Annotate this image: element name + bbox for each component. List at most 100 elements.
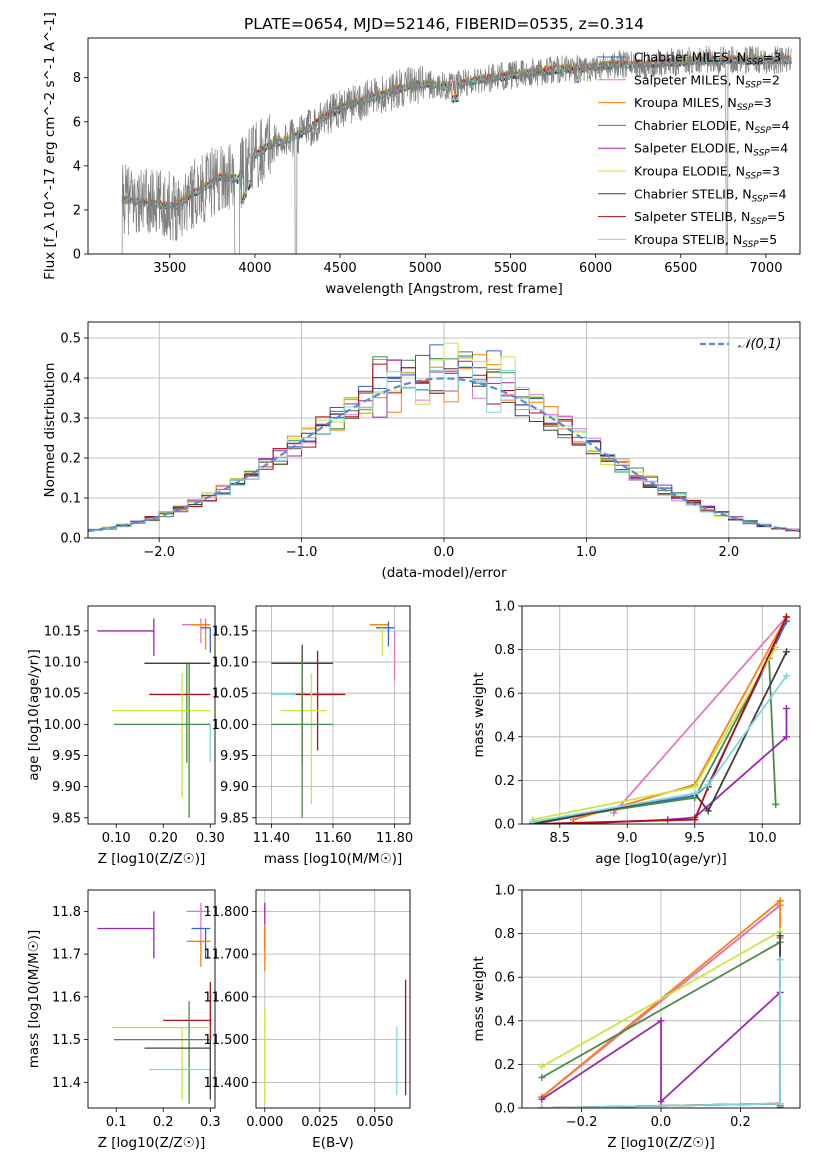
x-tick-label: 0.000 <box>246 1115 283 1130</box>
y-tick-label: 11.400 <box>204 1076 250 1091</box>
y-tick-label: 0.4 <box>494 730 515 745</box>
weight-marker <box>776 932 784 940</box>
x-tick-label: 11.40 <box>253 831 290 846</box>
panel-8: −0.2 0.0 0.2 0.0 0.2 0.4 0.6 0.8 1.0 Z [log10(Z/Z… <box>471 884 801 1151</box>
y-axis-label: mass [log10(M/M☉)] <box>26 930 42 1069</box>
legend: Chabrier MILES, NSSP=3 Salpeter MILES, NS… <box>598 50 789 250</box>
axes-frame <box>87 321 801 539</box>
x-tick-label: 8.5 <box>549 831 570 846</box>
x-axis-label: wavelength [Angstrom, rest frame] <box>325 281 563 297</box>
panel-6: 0.1 0.2 0.3 11.4 11.5 11.6 11.7 11.8 Z [log10(Z/… <box>26 889 221 1151</box>
y-tick-label: 9.95 <box>220 749 249 764</box>
legend-entry: Kroupa STELIB, NSSP=5 <box>634 232 777 250</box>
y-tick-label: 10.00 <box>44 718 81 733</box>
y-tick-label: 9.85 <box>220 811 249 826</box>
x-tick-label: 0.0 <box>651 1115 672 1130</box>
weight-marker <box>657 1097 665 1105</box>
y-tick-label: 0.4 <box>494 1014 515 1029</box>
observed-spectrum <box>121 45 792 254</box>
legend: 𝒩(0,1) <box>700 337 781 352</box>
x-tick-label: 0.0 <box>434 545 455 560</box>
axes-frame <box>521 889 801 1109</box>
y-tick-label: 11.7 <box>52 948 81 963</box>
x-tick-label: 4500 <box>324 261 357 276</box>
y-tick-label: 0.4 <box>60 372 81 387</box>
weight-marker <box>776 1100 784 1108</box>
plot-area <box>529 613 791 824</box>
x-tick-label: 0.3 <box>200 1115 221 1130</box>
axes-frame <box>255 889 411 1109</box>
x-axis-label: mass [log10(M/M☉)] <box>264 851 403 867</box>
x-tick-label: 0.025 <box>301 1115 338 1130</box>
weight-marker <box>783 704 791 712</box>
weight-line-chabrier-elodie <box>532 654 777 823</box>
axes-frame <box>87 605 216 825</box>
panel-5: 8.5 9.0 9.5 10.0 0.0 0.2 0.4 0.6 0.8 1.0 age [log1… <box>471 600 801 867</box>
errorbar-point <box>376 621 395 647</box>
y-tick-label: 0.2 <box>494 774 515 789</box>
axes-frame <box>521 605 801 825</box>
y-tick-label: 0.6 <box>494 971 515 986</box>
legend-entry: Kroupa MILES, NSSP=3 <box>634 95 772 113</box>
weight-line-salpeter-stelib <box>532 616 788 824</box>
errorbar-point <box>163 981 211 1042</box>
weight-line-salpeter-elodie <box>573 708 788 824</box>
axes-frame <box>255 605 411 825</box>
x-tick-label: 9.5 <box>684 831 705 846</box>
y-axis-label: Flux [f_λ 10^-17 erg cm^-2 s^-1 A^-1] <box>42 12 58 280</box>
x-tick-label: 0.050 <box>356 1115 393 1130</box>
weight-marker <box>776 956 784 964</box>
plot-area <box>271 621 396 818</box>
x-tick-label: 9.0 <box>617 831 638 846</box>
weight-marker <box>783 613 791 621</box>
errorbar-point <box>144 662 211 763</box>
weight-marker <box>610 809 618 817</box>
weight-marker <box>783 672 791 680</box>
x-axis-label: Z [log10(Z/Z☉)] <box>98 1135 206 1151</box>
legend-entry: Chabrier STELIB, NSSP=4 <box>634 186 787 204</box>
y-tick-label: 0.8 <box>494 927 515 942</box>
errorbar-point <box>97 618 155 656</box>
x-tick-label: 0.2 <box>730 1115 751 1130</box>
y-tick-label: 10.10 <box>212 656 249 671</box>
weight-marker <box>783 733 791 741</box>
weight-marker <box>691 816 699 824</box>
panel-2: −2.0 −1.0 0.0 1.0 2.0 0.0 0.1 0.2 0.3 0.4 0.5 (data… <box>42 321 801 581</box>
y-tick-label: 0.2 <box>494 1058 515 1073</box>
x-tick-label: 0.20 <box>149 831 178 846</box>
y-tick-label: 11.8 <box>52 905 81 920</box>
legend-entry: Kroupa ELODIE, NSSP=3 <box>634 164 780 182</box>
y-tick-label: 9.85 <box>52 811 81 826</box>
y-tick-label: 0.8 <box>494 643 515 658</box>
x-axis-label: Z [log10(Z/Z☉)] <box>98 851 206 867</box>
weight-marker <box>776 897 784 905</box>
y-tick-label: 1.0 <box>494 600 515 615</box>
errorbar-point <box>271 662 333 818</box>
x-tick-label: 6500 <box>664 261 697 276</box>
y-tick-label: 0.6 <box>494 687 515 702</box>
x-tick-label: −0.2 <box>566 1115 598 1130</box>
y-tick-label: 0.2 <box>60 452 81 467</box>
y-tick-label: 11.4 <box>52 1076 81 1091</box>
weight-line-salpeter-miles <box>613 616 788 814</box>
axes-frame <box>87 889 216 1109</box>
y-tick-label: 0.5 <box>60 332 81 347</box>
y-tick-label: 10.15 <box>44 624 81 639</box>
y-axis-label: age [log10(age/yr)] <box>26 649 42 781</box>
x-tick-label: 3500 <box>153 261 186 276</box>
x-tick-label: −2.0 <box>143 545 175 560</box>
histogram-kroupa-elodie <box>88 342 800 531</box>
errorbar-point <box>111 1026 211 1101</box>
plot-area <box>538 897 784 1108</box>
y-tick-label: 11.800 <box>204 905 250 920</box>
errorbar-point <box>97 911 155 959</box>
y-axis-label: mass weight <box>471 956 487 1041</box>
weight-line-kroupa-stelib <box>532 675 788 823</box>
errorbar-point <box>200 627 211 653</box>
y-tick-label: 11.6 <box>52 990 81 1005</box>
x-tick-label: 7000 <box>749 261 782 276</box>
normal-curve <box>88 377 800 533</box>
weight-marker <box>538 1104 546 1108</box>
legend-entry: Chabrier MILES, NSSP=3 <box>634 50 781 68</box>
legend-entry: Salpeter ELODIE, NSSP=4 <box>634 141 788 159</box>
